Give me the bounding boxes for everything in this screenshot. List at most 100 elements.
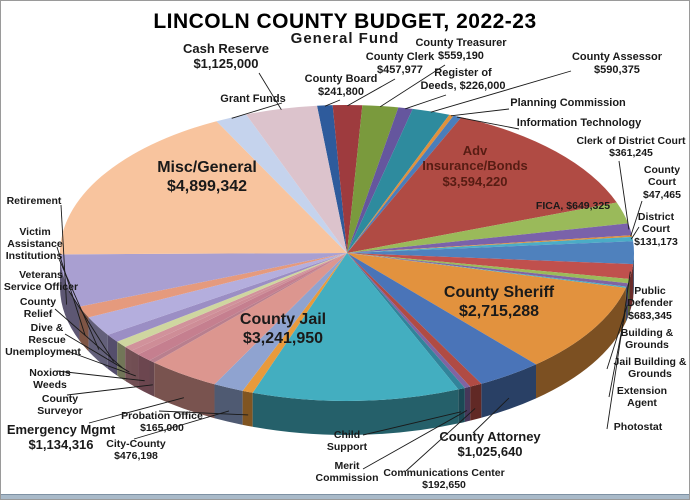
label-emergency_mgmt: Emergency Mgmt $1,134,316 [6, 422, 116, 453]
slice-county_jail [252, 253, 459, 401]
slice-county_attorney [347, 253, 537, 384]
slice-county_sheriff [347, 253, 626, 365]
slice-institutions [88, 253, 347, 335]
label-clerk_district_court: Clerk of District Court $361,245 [576, 135, 686, 160]
slice-side-veterans [107, 334, 118, 376]
leader-line-county_assessor [430, 70, 572, 113]
chart-subtitle: General Fund [290, 30, 400, 47]
leader-line-photostat [606, 310, 626, 430]
label-county_clerk: County Clerk $457,977 [365, 51, 435, 76]
leader-line-merit_commission [362, 410, 468, 470]
leader-line-county_court [630, 200, 643, 237]
slice-county_treasurer [347, 105, 399, 253]
label-merit_commission: Merit Commission [315, 460, 379, 485]
leader-line-unemployment [66, 350, 136, 377]
slice-victim_assistance [79, 253, 348, 318]
slice-retirement [60, 253, 348, 307]
slice-district_court [347, 236, 634, 253]
slice-side-city_county [214, 384, 243, 425]
chart-title: LINCOLN COUNTY BUDGET, 2022-23 [153, 10, 537, 33]
label-victim_assistance: Victim Assistance [7, 226, 63, 251]
slice-fica [347, 202, 629, 253]
slice-side-unemployment [131, 350, 139, 389]
slice-side-noxious_weeds [138, 354, 150, 395]
slice-side-public_defender [633, 253, 634, 299]
slice-merit_commission [347, 253, 471, 388]
slice-communications_center [347, 253, 482, 387]
slice-side-dive_rescue [125, 346, 132, 385]
slice-dive_rescue [125, 253, 347, 351]
label-probation_office: Probation Office $165,000 [121, 410, 203, 435]
label-dive_rescue: Dive & Rescue [28, 322, 66, 347]
slice-side-county_surveyor [149, 360, 155, 397]
label-extension_agent: Extension Agent [616, 385, 668, 410]
slice-side-county_attorney [481, 364, 537, 418]
label-county_attorney: County Attorney $1,025,640 [439, 429, 541, 460]
label-misc_general: Misc/General $4,899,342 [157, 159, 257, 195]
leader-line-child_support [362, 411, 462, 436]
label-jail_building_grounds: Jail Building & Grounds [613, 356, 687, 381]
slice-county_board [317, 105, 347, 253]
label-planning_commission: Planning Commission [510, 97, 626, 109]
slice-county_clerk [332, 104, 363, 253]
leader-line-noxious_weeds [56, 370, 145, 382]
label-county_treasurer: County Treasurer $559,190 [415, 37, 507, 62]
label-district_court: District Court $131,173 [634, 211, 678, 248]
label-county_sheriff: County Sheriff $2,715,288 [443, 284, 555, 320]
leader-line-clerk_district_court [618, 160, 630, 230]
slice-clerk_district_court [347, 223, 632, 253]
label-city_county: City-County $476,198 [106, 438, 166, 463]
slice-photostat [347, 253, 627, 288]
label-county_surveyor: County Surveyor [37, 393, 83, 418]
leader-line-county_treasurer [380, 64, 446, 108]
leader-line-register_deeds [405, 94, 447, 110]
label-veterans: Veterans Service Officer [3, 269, 79, 294]
slice-side-emergency_mgmt [154, 362, 215, 419]
slice-grant_funds [216, 114, 347, 253]
label-county_board: County Board $241,800 [304, 73, 378, 98]
label-county_court: County Court $47,465 [643, 164, 681, 201]
label-communications_center: Communications Center $192,650 [383, 467, 505, 492]
label-institutions: Institutions [5, 250, 63, 262]
slice-county_relief [117, 253, 347, 347]
slice-county_court [347, 235, 633, 253]
label-child_support: Child Support [326, 429, 368, 454]
slice-veterans [107, 253, 348, 342]
slice-building_grounds [347, 253, 634, 280]
slice-noxious_weeds [138, 253, 347, 361]
leader-line-county_board [324, 99, 341, 107]
slice-extension_agent [347, 253, 628, 287]
slice-probation_office [242, 253, 347, 393]
label-photostat: Photostat [613, 421, 663, 433]
leader-line-county_attorney [472, 397, 510, 434]
label-fica: FICA, $649,325 [535, 200, 611, 212]
leader-line-county_surveyor [66, 384, 153, 396]
leader-line-dive_rescue [64, 333, 130, 373]
leader-line-county_clerk [347, 78, 396, 107]
label-county_relief: County Relief [19, 296, 57, 321]
leader-line-veterans [68, 290, 114, 362]
slice-side-retirement [60, 254, 80, 341]
leader-line-information_technology [456, 116, 520, 130]
slice-county_assessor [347, 108, 450, 253]
slice-side-county_jail [252, 389, 459, 435]
label-information_technology: Information Technology [516, 117, 642, 129]
leader-line-cash_reserve [258, 72, 282, 110]
slice-planning_commission [347, 114, 454, 253]
label-county_jail: County Jail $3,241,950 [239, 311, 327, 347]
leader-line-victim_assistance [56, 246, 86, 336]
slice-emergency_mgmt [154, 253, 347, 385]
slice-register_deeds [347, 107, 413, 254]
label-building_grounds: Building & Grounds [620, 327, 674, 352]
label-retirement: Retirement [6, 195, 62, 207]
label-county_assessor: County Assessor $590,375 [571, 51, 663, 76]
slice-side-communications_center [470, 383, 482, 421]
leader-line-grant_funds [231, 102, 283, 119]
slice-child_support [347, 253, 465, 390]
slice-side-photostat [625, 286, 627, 322]
label-register_deeds: Register of Deeds, $226,000 [420, 67, 506, 92]
slice-county_surveyor [149, 253, 347, 363]
label-unemployment: Unemployment [5, 346, 81, 358]
